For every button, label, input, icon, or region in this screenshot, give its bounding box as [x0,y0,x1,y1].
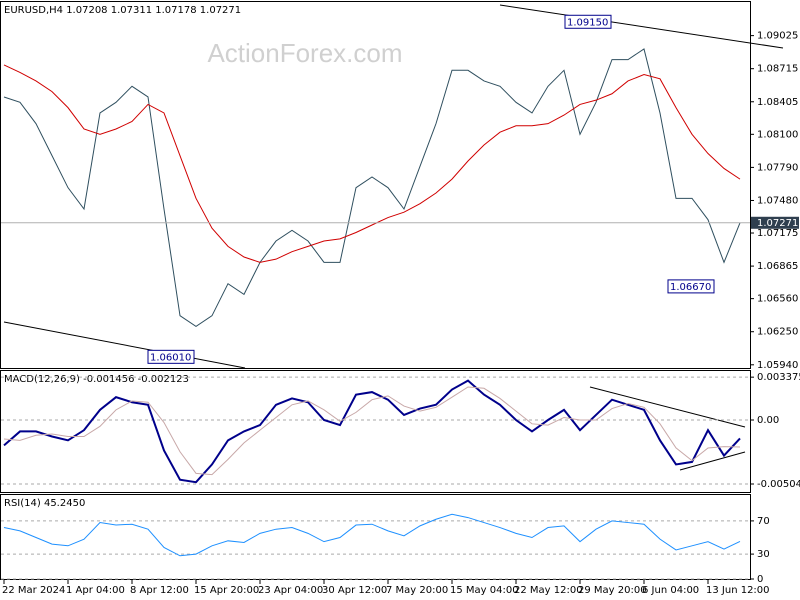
x-tick-label: 29 May 20:00 [578,585,647,596]
annotation-label: 1.06010 [150,352,191,363]
last-price-label: 1.07271 [757,218,798,229]
macd-panel [0,370,751,493]
annotation-box [147,349,195,364]
y-tick-label: -0.00504 [757,479,800,490]
x-tick-label: 6 Jun 04:00 [642,585,699,596]
y-tick-label: 1.06250 [757,327,798,338]
y-tick-label: 1.08715 [757,64,798,75]
y-tick-label: 1.06560 [757,294,798,305]
macd-title: MACD(12,26,9) -0.001456 -0.002123 [4,374,189,385]
annotation-label: 1.09150 [567,17,608,28]
x-tick-label: 22 Mar 2024 [2,585,65,596]
series-line [3,48,741,327]
y-tick-label: 0.003375 [757,372,800,383]
y-tick-label: 1.05940 [757,360,798,371]
y-tick-label: 0.00 [757,415,779,426]
y-tick-label: 1.08405 [757,97,798,108]
series-line [3,64,741,263]
x-tick-label: 7 May 20:00 [386,585,448,596]
series-line [3,513,741,557]
y-tick-label: 1.09025 [757,31,798,42]
x-tick-label: 8 Apr 12:00 [130,585,189,596]
price-panel [0,1,751,369]
x-tick-label: 22 May 12:00 [514,585,583,596]
x-tick-label: 15 May 04:00 [450,585,519,596]
y-tick-label: 1.08100 [757,129,798,140]
annotation-box [667,279,715,294]
y-tick-label: 1.07175 [757,228,798,239]
y-tick-label: 70 [757,516,770,527]
rsi-title: RSI(14) 45.2450 [4,498,85,509]
annotation-box [564,14,612,29]
watermark: ActionForex.com [207,38,402,68]
x-tick-label: 15 Apr 20:00 [194,585,259,596]
y-tick-label: 1.07790 [757,162,798,173]
last-price-box [751,216,799,229]
trend-line [3,321,246,369]
price-title: EURUSD,H4 1.07208 1.07311 1.07178 1.0727… [4,5,241,16]
series-line [3,386,741,476]
x-tick-label: 1 Apr 04:00 [66,585,125,596]
x-tick-label: 30 Apr 12:00 [322,585,387,596]
y-tick-label: 1.06865 [757,261,798,272]
series-line [3,379,741,484]
x-tick-label: 13 Jun 12:00 [706,585,770,596]
y-tick-label: 1.07480 [757,195,798,206]
y-tick-label: 0 [757,574,763,585]
x-tick-label: 23 Apr 04:00 [258,585,323,596]
y-tick-label: 30 [757,549,770,560]
trend-line [679,451,746,471]
trend-line [589,386,746,428]
trend-line [499,4,784,49]
annotation-label: 1.06670 [670,282,711,293]
